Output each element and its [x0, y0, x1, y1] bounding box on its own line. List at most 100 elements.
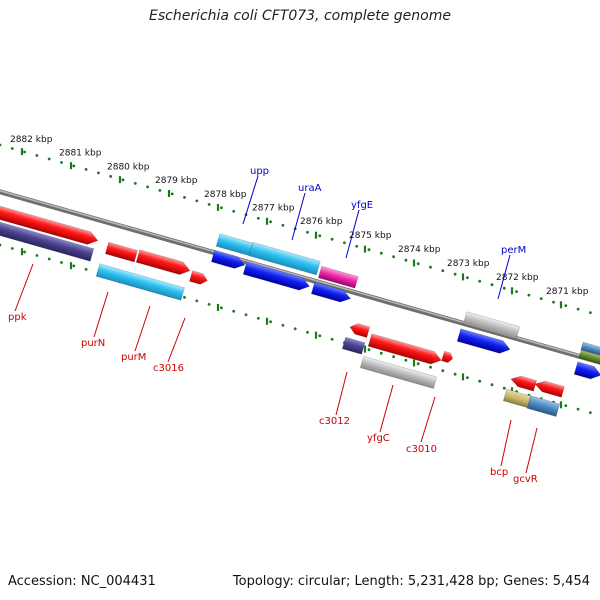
- gene-label-reverse[interactable]: gcvR: [513, 474, 538, 485]
- kbp-label: 2874 kbp: [398, 245, 441, 255]
- gene-c3010[interactable]: [441, 350, 454, 363]
- lower-track-dot: [330, 337, 334, 341]
- gene-gcvR-b[interactable]: [526, 395, 561, 417]
- gene-uraA[interactable]: [248, 241, 321, 276]
- upper-track-dot: [527, 293, 531, 297]
- kbp-label: 2880 kbp: [107, 162, 150, 172]
- gene-arrow: [210, 249, 246, 269]
- gene-arrow: [462, 311, 521, 340]
- upper-track-dot: [232, 209, 236, 213]
- upper-track-dot: [343, 241, 346, 245]
- gene-label-reverse[interactable]: purN: [81, 338, 105, 349]
- lower-track-dot: [429, 365, 432, 369]
- gene-label-reverse[interactable]: c3010: [406, 444, 437, 455]
- gene-label-forward[interactable]: perM: [501, 245, 526, 256]
- gene-bcp-b[interactable]: [502, 388, 532, 408]
- gene-features[interactable]: [0, 203, 600, 417]
- leader-line: [500, 419, 512, 467]
- gene-arrow: [526, 395, 561, 417]
- gene-labels[interactable]: upp uraA yfgE perM ppk purN purM c3016 c3012 yfgC…: [8, 166, 538, 485]
- lower-track-dot: [244, 313, 248, 317]
- lower-track-dot: [367, 348, 371, 352]
- gene-uraA-b[interactable]: [242, 261, 311, 293]
- upper-track-dot: [269, 220, 272, 224]
- kbp-label: 2878 kbp: [204, 190, 247, 200]
- upper-track-dot: [0, 143, 2, 147]
- gene-gcvR-a[interactable]: [533, 379, 565, 398]
- gene-purM-a[interactable]: [95, 263, 185, 301]
- gene-label-reverse[interactable]: ppk: [8, 312, 27, 323]
- gene-c3016-a[interactable]: [135, 249, 191, 277]
- gene-perM-a[interactable]: [462, 311, 521, 340]
- lower-track-dot: [306, 330, 309, 334]
- gene-arrow: [242, 261, 310, 291]
- upper-track-dot: [576, 307, 580, 311]
- upper-track-dot: [256, 216, 260, 220]
- gene-label-forward[interactable]: yfgE: [351, 200, 373, 211]
- upper-track-dot: [355, 244, 359, 248]
- gene-arrow: [367, 333, 442, 365]
- gene-ppk-a[interactable]: [0, 203, 100, 247]
- upper-track-dot: [392, 255, 395, 259]
- leader-line: [291, 192, 306, 241]
- gene-yfgC-b[interactable]: [359, 355, 438, 389]
- gene-c3012-b[interactable]: [341, 336, 366, 355]
- gene-label-reverse[interactable]: purM: [121, 352, 146, 363]
- gene-label-forward[interactable]: uraA: [298, 183, 322, 194]
- leader-line: [420, 396, 436, 443]
- upper-track-dot: [109, 175, 113, 178]
- lower-track-dot: [0, 243, 2, 247]
- gene-yfgE-b[interactable]: [310, 281, 352, 304]
- gene-c3012-a[interactable]: [348, 322, 371, 338]
- gene-edge-c[interactable]: [573, 361, 600, 382]
- lower-track-dot: [416, 362, 420, 366]
- gene-edge-b[interactable]: [578, 349, 600, 365]
- gene-arrow: [580, 341, 600, 356]
- upper-track-dot: [502, 286, 506, 290]
- label-leader-lines: [14, 175, 538, 474]
- gene-purN-a[interactable]: [104, 241, 138, 263]
- gene-c3016-b[interactable]: [189, 270, 208, 286]
- gene-arrow: [573, 361, 600, 380]
- lower-track-dot: [232, 309, 236, 313]
- upper-track-dot: [72, 164, 76, 168]
- gene-label-reverse[interactable]: c3012: [319, 416, 350, 427]
- gene-ppk-b[interactable]: [0, 219, 95, 262]
- gene-label-reverse[interactable]: bcp: [490, 467, 508, 478]
- upper-track-dot: [47, 157, 51, 161]
- upper-track-dot: [97, 171, 100, 175]
- lower-track-dot: [404, 358, 408, 362]
- lower-track-dot: [183, 296, 186, 299]
- gene-label-reverse[interactable]: yfgC: [367, 433, 390, 444]
- gene-perM-b[interactable]: [456, 328, 512, 356]
- gene-bcp-a[interactable]: [509, 374, 537, 392]
- lower-track-dot: [47, 257, 51, 261]
- gene-arrow: [578, 349, 600, 365]
- upper-track-dot: [318, 234, 322, 238]
- genome-summary-text: Topology: circular; Length: 5,231,428 bp…: [232, 574, 590, 589]
- gene-upp[interactable]: [215, 233, 253, 256]
- gene-yfgC-a[interactable]: [367, 333, 443, 367]
- kbp-label: 2877 kbp: [252, 204, 295, 214]
- upper-track-dot: [379, 251, 383, 255]
- gene-arrow: [310, 281, 352, 303]
- lower-track-dot: [318, 334, 322, 338]
- kbp-label: 2876 kbp: [300, 217, 343, 227]
- lower-track-dot: [293, 327, 297, 331]
- upper-track-dot: [220, 206, 223, 210]
- gene-yfgE[interactable]: [317, 265, 359, 289]
- gene-label-reverse[interactable]: c3016: [153, 363, 184, 374]
- lower-track-dot: [466, 376, 469, 380]
- gene-edge-a[interactable]: [580, 341, 600, 356]
- upper-track-dot: [367, 248, 371, 252]
- gene-arrow: [349, 323, 371, 338]
- gene-label-forward[interactable]: upp: [250, 166, 269, 177]
- upper-track-dot: [552, 300, 555, 304]
- upper-track-dot: [10, 147, 14, 150]
- upper-track-dot: [23, 150, 26, 154]
- leader-line: [497, 254, 511, 300]
- lower-track-dot: [10, 247, 14, 250]
- upper-track-dot: [490, 283, 494, 287]
- gene-upp-b[interactable]: [210, 249, 246, 271]
